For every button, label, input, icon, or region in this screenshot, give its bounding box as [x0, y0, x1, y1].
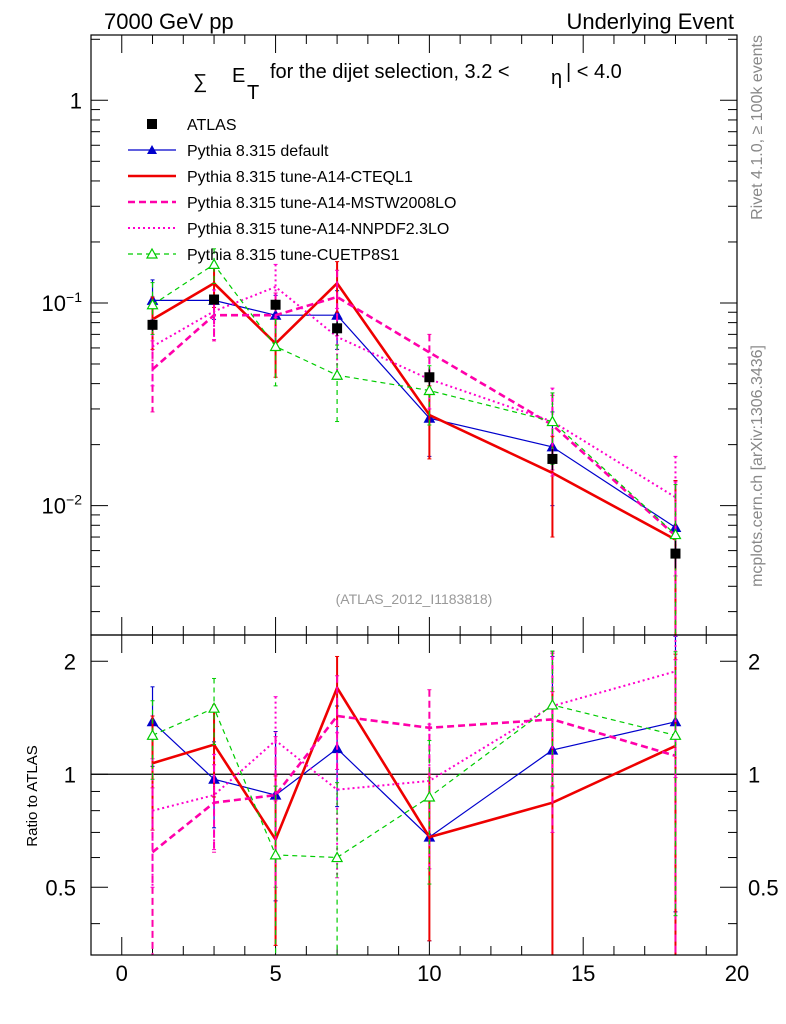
- series-pythia-8-315-tune-a14-mstw2008lo: [150, 652, 678, 956]
- series-line: [151, 295, 677, 537]
- series-line: [151, 714, 676, 854]
- series-pythia-8-315-tune-a14-cteql1: [150, 261, 678, 636]
- data-point: [332, 323, 343, 334]
- data-point: [424, 372, 435, 383]
- data-point: [670, 548, 681, 559]
- data-point: [146, 729, 159, 740]
- legend-marker: [147, 145, 157, 154]
- series-pythia-8-315-tune-a14-nnpdf2-3lo: [150, 263, 678, 577]
- x-tick-label: 5: [269, 961, 281, 986]
- header-right: Underlying Event: [566, 9, 734, 34]
- data-point: [423, 384, 436, 396]
- x-tick-label: 0: [116, 961, 128, 986]
- title-text: for the dijet selection, 3.2 <: [270, 61, 510, 83]
- main-axes: 10−2 10−1 1: [42, 35, 738, 635]
- ratio-y-tick-label-right: 0.5: [748, 875, 779, 900]
- legend-marker: [145, 247, 159, 259]
- y-tick-label: 10−1: [42, 289, 83, 316]
- main-series-layer: [146, 248, 682, 636]
- legend-label: Pythia 8.315 tune-CUETP8S1: [187, 247, 400, 264]
- legend-label: Pythia 8.315 tune-A14-MSTW2008LO: [187, 195, 456, 212]
- side-label-source: mcplots.cern.ch [arXiv:1306.3436]: [749, 345, 766, 587]
- series-line: [152, 684, 677, 843]
- title-sum-symbol: ∑: [193, 71, 207, 93]
- legend-label: Pythia 8.315 tune-A14-CTEQL1: [187, 169, 413, 186]
- ratio-y-tick-label-right: 2: [748, 649, 760, 674]
- analysis-label: (ATLAS_2012_I1183818): [336, 591, 493, 607]
- data-point: [331, 368, 344, 380]
- series-line: [152, 285, 677, 499]
- plot-frames: [90, 34, 738, 956]
- series-pythia-8-315-tune-cuetp8s1: [146, 650, 682, 956]
- data-point: [269, 848, 282, 860]
- data-point: [270, 299, 281, 310]
- series-pythia-8-315-tune-a14-cteql1: [150, 653, 678, 956]
- data-point: [208, 701, 221, 713]
- legend: ATLAS Pythia 8.315 default Pythia 8.315 tu…: [128, 117, 456, 264]
- data-point: [269, 340, 282, 352]
- ratio-y-tick-label: 2: [64, 649, 76, 674]
- data-point: [669, 729, 682, 740]
- header-left: 7000 GeV pp: [104, 9, 234, 34]
- data-point: [546, 698, 559, 710]
- series-atlas-data: [147, 294, 681, 569]
- title-eta: η: [551, 67, 562, 89]
- x-tick-label: 15: [571, 961, 595, 986]
- main-plot-title: ∑ E T for the dijet selection, 3.2 < η |…: [193, 61, 622, 104]
- legend-atlas-marker: [147, 119, 157, 129]
- y-tick-label: 1: [70, 88, 82, 113]
- ratio-y-tick-label: 0.5: [45, 875, 76, 900]
- x-tick-label: 20: [725, 961, 749, 986]
- series-pythia-8-315-default: [146, 279, 682, 636]
- x-tick-label: 10: [417, 961, 441, 986]
- legend-label: ATLAS: [187, 117, 237, 134]
- ratio-axes: 0 5 10 15 20 0.5 0.5 1 1 2 2: [45, 635, 779, 986]
- data-point: [423, 790, 436, 802]
- data-point: [546, 415, 559, 427]
- ratio-y-tick-label: 1: [64, 762, 76, 787]
- data-point: [547, 453, 558, 464]
- data-point: [331, 851, 344, 863]
- ratio-series-layer: [146, 634, 682, 956]
- data-point: [147, 319, 158, 330]
- ratio-frame: [90, 634, 738, 956]
- series-line: [151, 281, 677, 541]
- data-point: [209, 294, 220, 305]
- legend-label: Pythia 8.315 default: [187, 143, 329, 160]
- ratio-y-axis-label: Ratio to ATLAS: [24, 745, 41, 846]
- title-et: E: [232, 65, 245, 87]
- y-tick-label: 10−2: [42, 492, 83, 519]
- side-label-rivet: Rivet 4.1.0, ≥ 100k events: [749, 35, 766, 220]
- legend-label: Pythia 8.315 tune-A14-NNPDF2.3LO: [187, 221, 449, 238]
- data-point: [669, 528, 682, 540]
- series-line: [152, 299, 676, 529]
- series-line: [152, 670, 676, 812]
- title-et-subscript: T: [247, 82, 259, 104]
- title-text-end: | < 4.0: [566, 61, 622, 83]
- data-point: [208, 258, 221, 269]
- ratio-y-tick-label-right: 1: [748, 762, 760, 787]
- series-pythia-8-315-tune-a14-mstw2008lo: [150, 269, 678, 636]
- series-pythia-8-315-default: [146, 635, 682, 956]
- series-pythia-8-315-tune-a14-nnpdf2-3lo: [150, 634, 678, 888]
- data-point: [146, 298, 159, 310]
